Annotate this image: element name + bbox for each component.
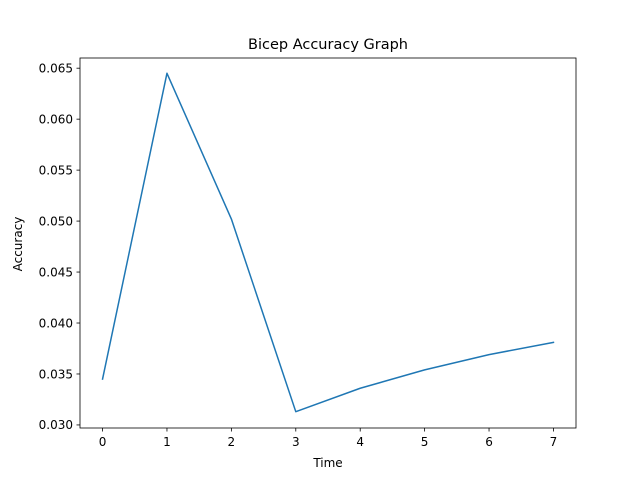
x-tick-label-4: 4	[356, 435, 364, 449]
y-tick-label-5: 0.055	[39, 163, 73, 177]
axes-frame	[79, 57, 577, 429]
y-axis-label: Accuracy	[11, 217, 25, 272]
y-tick-label-6: 0.060	[39, 112, 73, 126]
chart-title: Bicep Accuracy Graph	[248, 37, 408, 53]
y-tick-label-1: 0.035	[39, 367, 73, 381]
y-tick-label-4: 0.050	[39, 214, 73, 228]
x-tick-label-7: 7	[550, 435, 558, 449]
x-tick-label-0: 0	[99, 435, 107, 449]
x-tick-label-2: 2	[228, 435, 236, 449]
x-tick-label-6: 6	[485, 435, 493, 449]
y-tick-label-2: 0.040	[39, 316, 73, 330]
y-tick-label-3: 0.045	[39, 265, 73, 279]
x-axis-label: Time	[312, 456, 342, 470]
plot-area: 0 1 2 3 4 5 6 7 0.030 0.035 0.040 0.045 0.050 0.055 0.…	[39, 57, 577, 449]
x-tick-label-3: 3	[292, 435, 300, 449]
x-tick-label-5: 5	[421, 435, 429, 449]
y-tick-label-7: 0.065	[39, 61, 73, 75]
series-line-0	[101, 72, 555, 413]
x-tick-label-1: 1	[163, 435, 171, 449]
y-tick-label-0: 0.030	[39, 418, 73, 432]
